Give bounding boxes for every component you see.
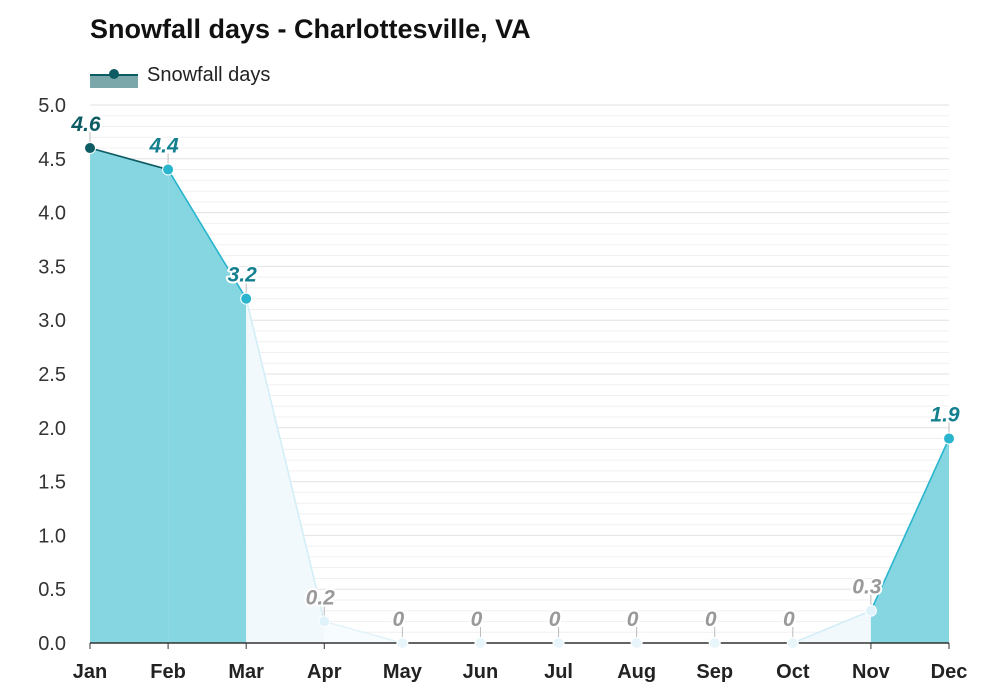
x-tick-label-sep: Sep [696, 661, 733, 683]
data-point-feb[interactable] [162, 163, 175, 176]
data-label-jan: 4.6 [70, 113, 101, 136]
data-label-may: 0 [393, 608, 405, 631]
data-label-dec: 1.9 [930, 404, 960, 427]
y-tick-label: 1.0 [38, 525, 66, 547]
data-label-apr: 0.2 [306, 586, 336, 609]
data-point-apr[interactable] [318, 615, 331, 628]
y-tick-label: 4.0 [38, 203, 66, 225]
data-point-nov[interactable] [864, 604, 877, 617]
data-label-jun: 0 [471, 608, 483, 631]
data-label-nov: 0.3 [852, 576, 882, 599]
data-label-sep: 0 [705, 608, 717, 631]
y-tick-label: 3.5 [38, 256, 66, 278]
y-tick-label: 4.5 [38, 149, 66, 171]
data-point-aug[interactable] [630, 637, 643, 649]
data-point-jul[interactable] [552, 637, 565, 649]
legend-swatch [90, 62, 138, 88]
data-point-mar[interactable] [240, 292, 253, 305]
y-tick-label: 0.5 [38, 579, 66, 601]
line-segment-mar [167, 169, 247, 300]
axes: 0.0 0.5 1.0 1.5 2.0 2.5 3.0 3.5 4.0 4.5 5.0 Jan Feb M… [38, 95, 967, 683]
data-point-jan[interactable] [84, 142, 96, 155]
data-label-aug: 0 [627, 608, 639, 631]
data-label-feb: 4.4 [148, 135, 179, 158]
y-tick-label: 2.0 [38, 418, 66, 440]
x-tick-label-mar: Mar [228, 661, 264, 683]
line-segment-apr [245, 298, 326, 622]
y-tick-label: 2.5 [38, 364, 66, 386]
data-points [84, 142, 955, 649]
data-point-may[interactable] [396, 637, 409, 649]
area-band-mar [168, 169, 247, 643]
x-tick-label-apr: Apr [307, 661, 342, 683]
data-point-jun[interactable] [474, 637, 487, 649]
y-tick-label: 3.0 [38, 310, 66, 332]
data-label-jul: 0 [549, 608, 561, 631]
area-bands [90, 148, 949, 644]
chart-title: Snowfall days - Charlottesville, VA [90, 14, 531, 44]
area-band-apr [246, 298, 325, 643]
x-tick-label-oct: Oct [776, 661, 810, 683]
x-tick-label-jun: Jun [463, 661, 499, 683]
x-tick-label-nov: Nov [852, 661, 891, 683]
area-band-dec [870, 438, 949, 643]
y-tick-label: 5.0 [38, 95, 66, 117]
line-segment-nov [792, 609, 872, 644]
line-segment-dec [870, 438, 950, 612]
legend[interactable]: Snowfall days [90, 62, 270, 88]
area-band-feb [90, 148, 169, 644]
data-point-sep[interactable] [708, 637, 721, 649]
data-label-oct: 0 [783, 608, 795, 631]
y-tick-label: 1.5 [38, 472, 66, 494]
data-label-mar: 3.2 [228, 264, 258, 287]
y-tick-label: 0.0 [38, 633, 66, 655]
data-point-dec[interactable] [943, 432, 955, 445]
line-segment-feb [89, 147, 169, 171]
x-tick-label-jan: Jan [73, 661, 107, 683]
line-segment-may [324, 620, 403, 644]
x-tick-label-dec: Dec [931, 661, 968, 683]
legend-label: Snowfall days [147, 63, 271, 86]
x-tick-label-may: May [383, 661, 423, 683]
data-point-oct[interactable] [786, 637, 799, 649]
x-tick-label-feb: Feb [150, 661, 186, 683]
data-labels: 4.6 4.4 3.2 0.2 0 0 0 0 0 0 0.3 1.9 [68, 111, 962, 637]
x-tick-label-aug: Aug [617, 661, 656, 683]
x-tick-label-jul: Jul [544, 661, 573, 683]
